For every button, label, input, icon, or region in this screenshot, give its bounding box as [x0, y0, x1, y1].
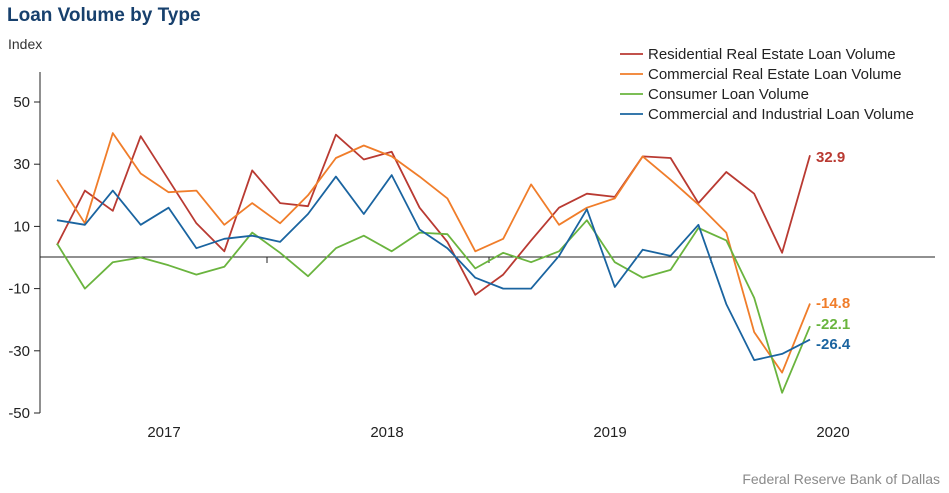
legend-label-2: Commercial Real Estate Loan Volume: [648, 66, 901, 83]
y-tick-label: 50: [13, 94, 30, 111]
series-lines: [56, 132, 811, 394]
x-tick-label-2017: 2017: [147, 424, 180, 441]
legend-label-1: Residential Real Estate Loan Volume: [648, 46, 896, 63]
x-tick-label-2018: 2018: [370, 424, 403, 441]
legend: Residential Real Estate Loan Volume Comme…: [620, 46, 914, 123]
end-label-1: 32.9: [816, 149, 845, 166]
source-note: Federal Reserve Bank of Dallas: [742, 471, 940, 487]
x-tick-label-2020: 2020: [816, 424, 849, 441]
y-axis-ticks: 50 30 10 -10 -30 -50: [8, 94, 40, 422]
series-line-4: [56, 174, 811, 362]
y-tick-label: -50: [8, 405, 30, 422]
series-line-2: [56, 132, 811, 374]
series-line-1: [56, 133, 811, 296]
y-tick-label: 30: [13, 156, 30, 173]
end-label-2: -14.8: [816, 295, 850, 312]
y-tick-label: -10: [8, 281, 30, 298]
legend-label-3: Consumer Loan Volume: [648, 86, 809, 103]
x-axis-ticks: 2017 2018 2019 2020: [147, 257, 850, 441]
y-tick-label: 10: [13, 218, 30, 235]
x-tick-label-2019: 2019: [593, 424, 626, 441]
end-label-4: -26.4: [816, 336, 851, 353]
end-label-3: -22.1: [816, 316, 850, 333]
legend-label-4: Commercial and Industrial Loan Volume: [648, 106, 914, 123]
end-labels: 32.9 -14.8 -22.1 -26.4: [816, 149, 851, 353]
chart-title: Loan Volume by Type: [7, 5, 201, 26]
series-line-3: [56, 219, 811, 394]
y-axis-unit-label: Index: [8, 36, 42, 52]
y-tick-label: -30: [8, 343, 30, 360]
